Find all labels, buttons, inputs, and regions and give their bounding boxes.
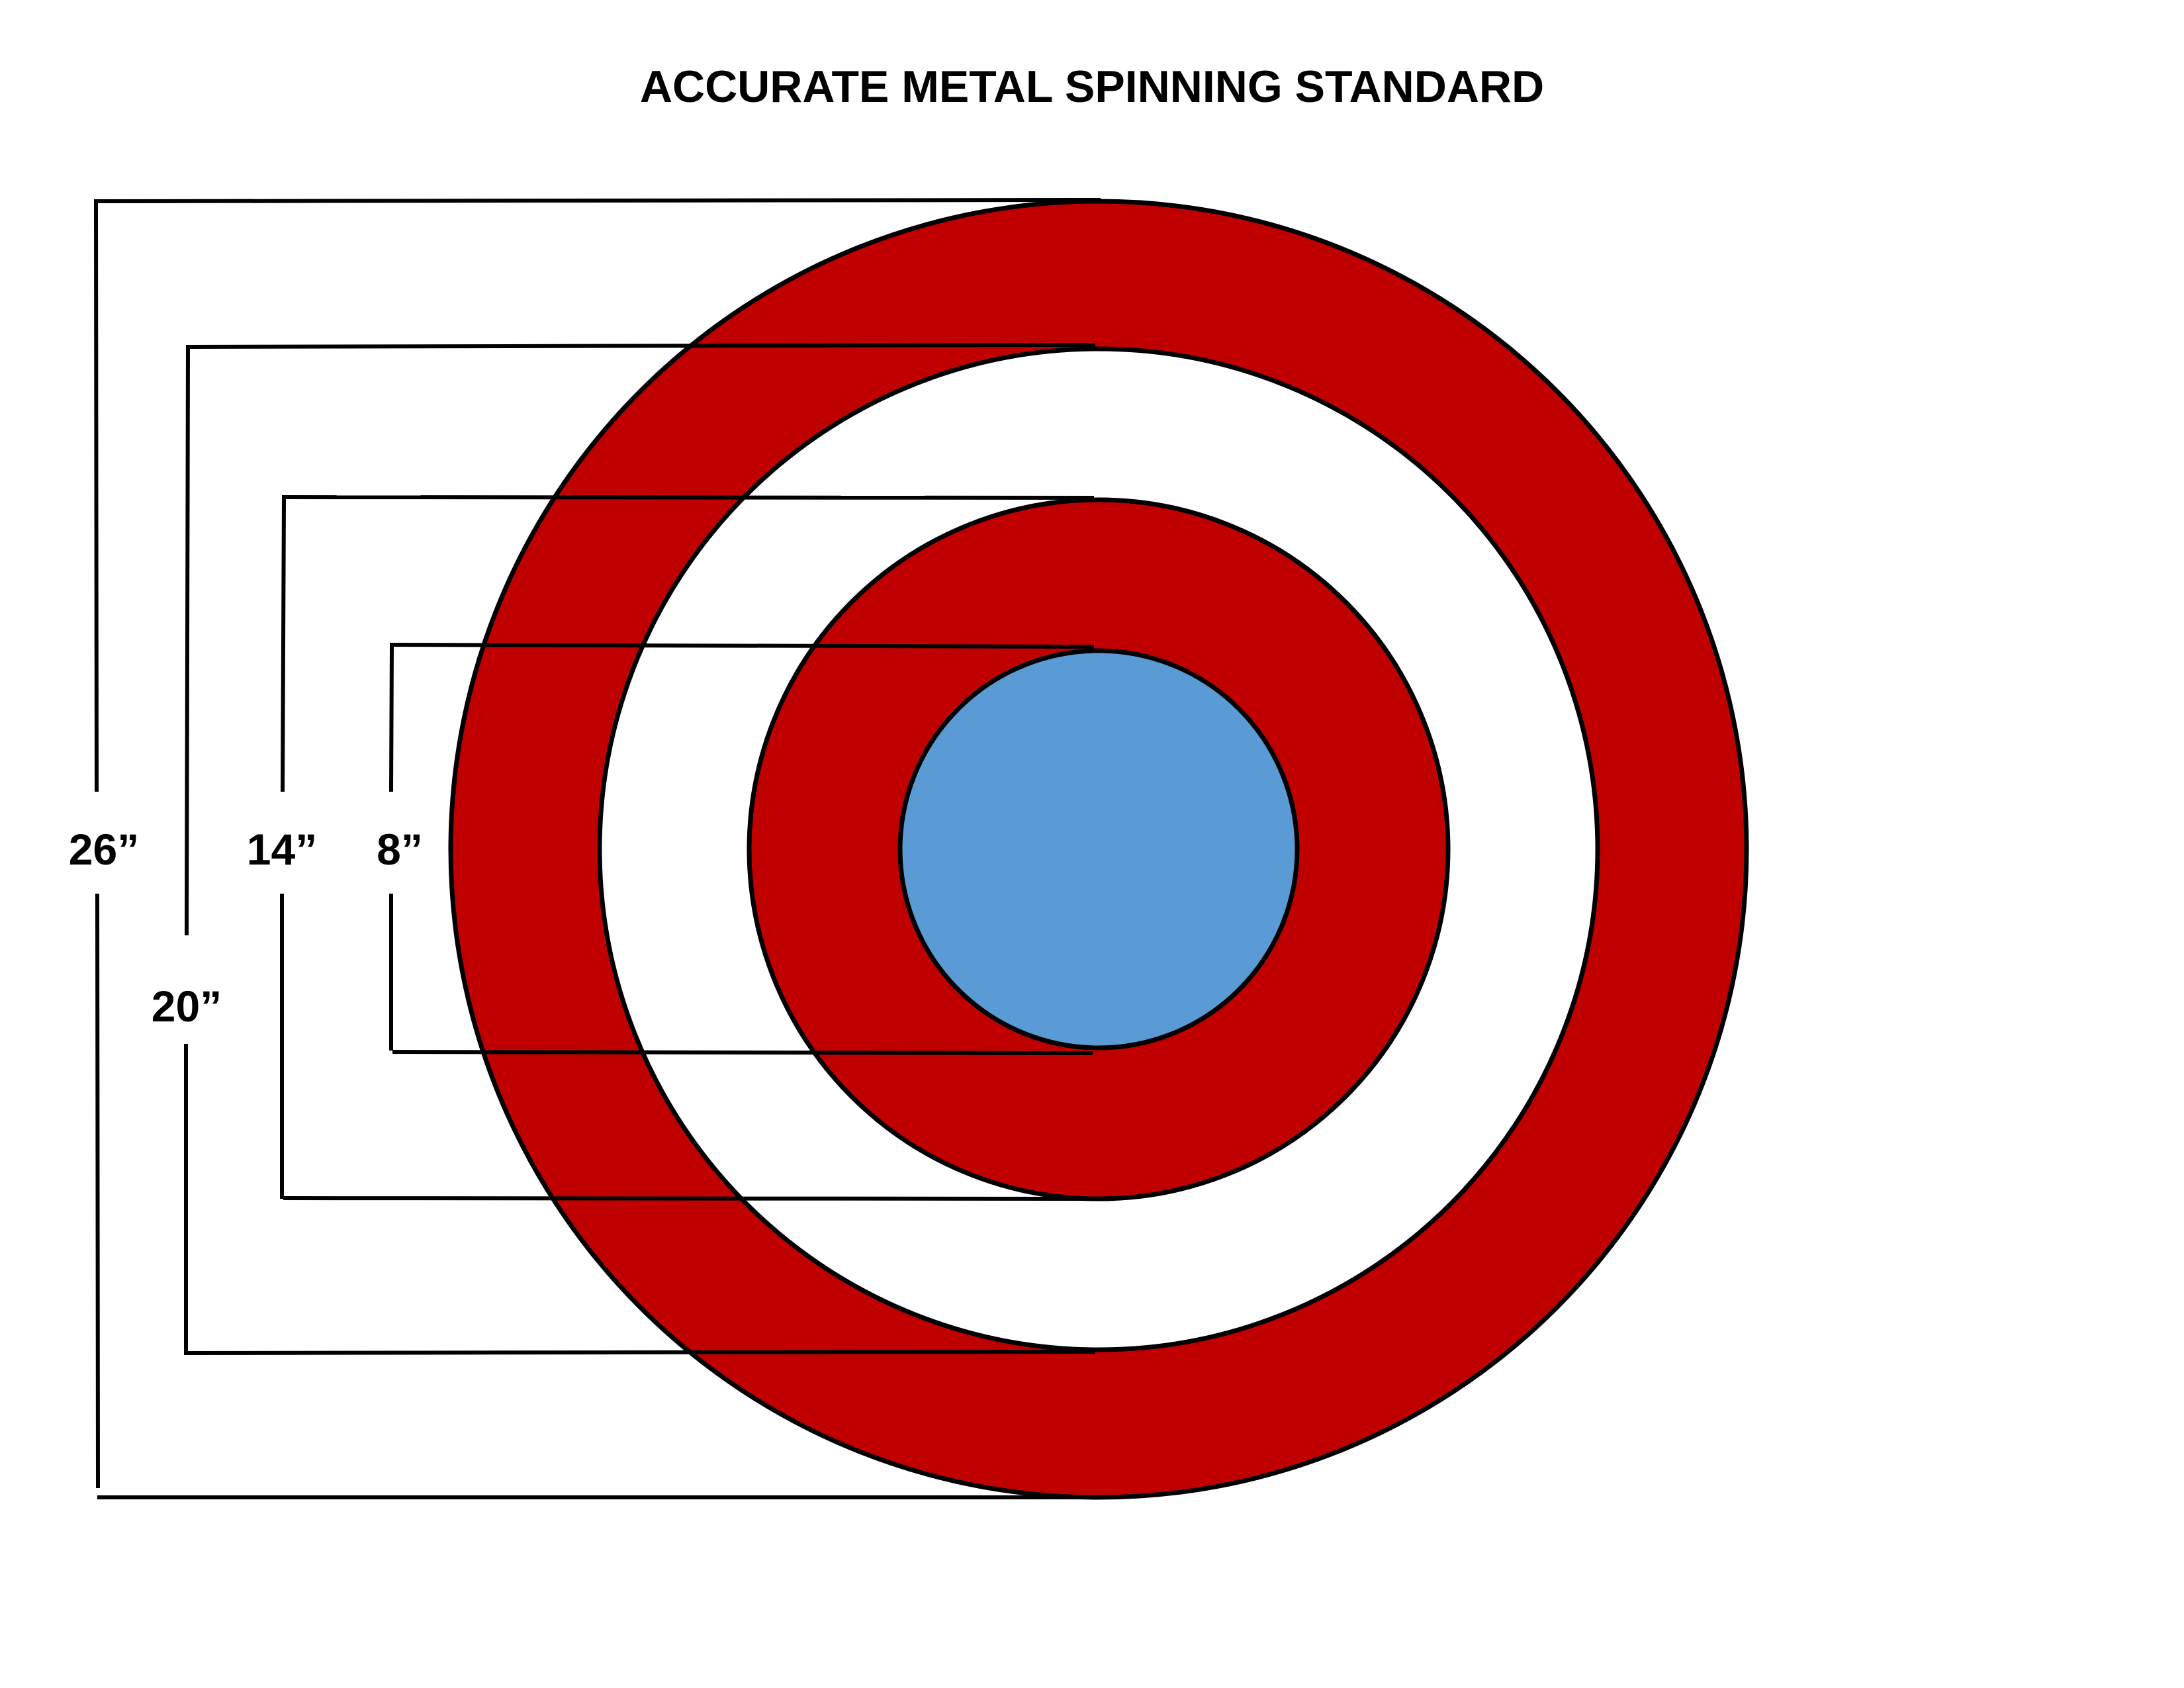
label-26in: 26” xyxy=(69,825,139,874)
label-20in: 20” xyxy=(152,982,222,1031)
concentric-rings xyxy=(448,199,1749,1500)
dimension-brackets xyxy=(93,197,1101,1499)
label-8in: 8” xyxy=(377,825,423,874)
center-8in xyxy=(897,648,1300,1051)
bracket-8in xyxy=(388,642,1095,1056)
bracket-26in xyxy=(93,197,1101,1499)
label-14in: 14” xyxy=(247,825,317,874)
bracket-20in xyxy=(183,342,1096,1356)
dimension-labels: 26” 14” 8” 20” xyxy=(69,825,423,1031)
page-title: ACCURATE METAL SPINNING STANDARD xyxy=(639,62,1545,112)
bracket-14in xyxy=(280,494,1101,1201)
